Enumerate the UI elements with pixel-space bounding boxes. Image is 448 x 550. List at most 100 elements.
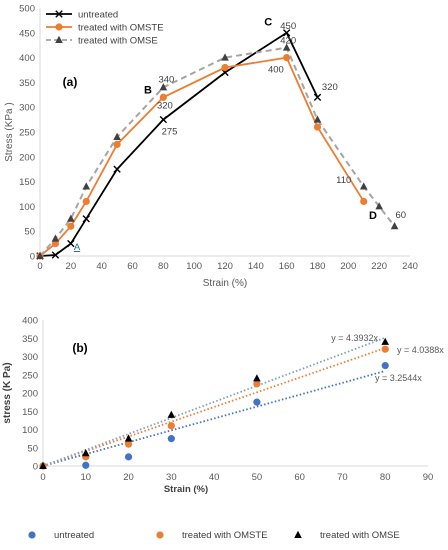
data-point: [82, 461, 90, 469]
data-point: [159, 93, 167, 101]
y-tick-label: 450: [19, 28, 35, 39]
data-point: [282, 29, 291, 37]
legend-entry: untreated: [78, 10, 118, 21]
data-label: B: [144, 84, 152, 96]
data-label: 400: [268, 64, 284, 75]
y-tick-label: 250: [19, 128, 35, 139]
data-point: [124, 434, 133, 442]
data-label: 275: [162, 126, 178, 137]
data-label: 320: [322, 82, 338, 93]
x-tick-label: 0: [37, 261, 42, 272]
data-point: [381, 345, 389, 353]
x-tick-label: 10: [80, 472, 91, 483]
trendline-equation: y = 3.2544x: [375, 373, 422, 383]
y-axis-title: stress (K Pa): [2, 362, 13, 423]
legend-entry: treated with OMSE: [78, 36, 158, 47]
data-point: [82, 215, 90, 223]
data-label: 60: [395, 210, 406, 221]
y-tick-label: 100: [19, 202, 35, 213]
data-point: [253, 380, 261, 388]
data-point: [360, 197, 368, 206]
data-label: 110: [336, 175, 351, 186]
data-point: [82, 182, 91, 190]
y-tick-label: 150: [19, 177, 35, 188]
panel-label: (a): [63, 75, 78, 89]
data-point: [124, 440, 133, 448]
panel-label: (b): [72, 341, 87, 355]
data-point: [313, 115, 322, 123]
legend-marker: [28, 531, 36, 539]
y-tick-label: 500: [19, 4, 35, 15]
data-point: [381, 362, 389, 370]
y-tick-label: 0: [30, 252, 35, 263]
x-tick-label: 220: [371, 261, 387, 272]
x-tick-label: 30: [166, 472, 177, 483]
y-tick-label: 50: [27, 443, 38, 454]
x-tick-label: 80: [380, 472, 391, 483]
y-tick-label: 200: [19, 152, 35, 163]
data-point: [113, 165, 121, 173]
data-point: [359, 182, 368, 190]
x-tick-label: 80: [158, 261, 169, 272]
x-tick-label: 180: [310, 261, 326, 272]
y-tick-label: 400: [22, 316, 38, 327]
data-point: [51, 234, 60, 242]
y-axis-title: Stress (KPa ): [4, 102, 15, 161]
legend-marker: [55, 35, 63, 43]
legend-marker: [156, 531, 164, 539]
data-point: [82, 197, 90, 206]
x-tick-label: 120: [217, 261, 233, 272]
data-point: [81, 449, 90, 457]
data-point: [390, 222, 399, 230]
data-point: [282, 43, 291, 51]
data-point: [167, 422, 175, 430]
legend-entry: untreated: [54, 530, 94, 541]
data-point: [253, 374, 261, 382]
data-point: [221, 63, 229, 72]
x-tick-label: 140: [248, 261, 264, 272]
legend-entry: treated with OMSE: [320, 530, 400, 541]
x-tick-label: 20: [123, 472, 134, 483]
data-label: 420: [280, 36, 296, 47]
series-line: [39, 46, 396, 257]
x-tick-label: 200: [340, 261, 356, 272]
x-tick-label: 60: [127, 261, 138, 272]
y-tick-label: 350: [22, 334, 38, 345]
data-point: [381, 337, 390, 345]
x-tick-label: 70: [337, 472, 348, 483]
data-point: [51, 251, 60, 259]
data-point: [159, 83, 168, 91]
legend-marker: [55, 10, 63, 18]
y-tick-label: 100: [22, 425, 38, 436]
trendline: [42, 336, 386, 467]
series-line: [39, 56, 365, 257]
y-tick-label: 50: [24, 227, 35, 238]
x-tick-label: 50: [252, 472, 263, 483]
data-label: C: [264, 16, 272, 28]
y-tick-label: 300: [22, 352, 38, 363]
legend-marker: [294, 530, 302, 538]
x-tick-label: 0: [40, 472, 45, 483]
x-tick-label: 60: [294, 472, 305, 483]
x-tick-label: 160: [279, 261, 295, 272]
legend-marker: [55, 23, 63, 31]
chart-a: 0 20 40 60 80 100 120 140 160 180 200 220 240 0 50 100 1…: [4, 4, 418, 290]
data-label: D: [369, 210, 377, 222]
data-label: 320: [157, 101, 173, 112]
data-point: [67, 214, 75, 222]
x-axis-title: Strain (%): [203, 278, 247, 289]
data-point: [313, 93, 322, 101]
x-tick-label: 20: [66, 261, 77, 272]
data-label: A: [74, 242, 81, 253]
trendline-equation: y = 4.3932x: [331, 333, 378, 343]
data-point: [67, 222, 75, 230]
data-label: 340: [158, 74, 174, 85]
data-point: [113, 132, 121, 140]
x-axis-title: Strain (%): [164, 484, 208, 495]
data-point: [375, 202, 383, 210]
data-point: [283, 54, 291, 62]
y-tick-label: 0: [33, 462, 38, 473]
y-tick-label: 300: [19, 103, 35, 114]
data-point: [253, 398, 261, 406]
